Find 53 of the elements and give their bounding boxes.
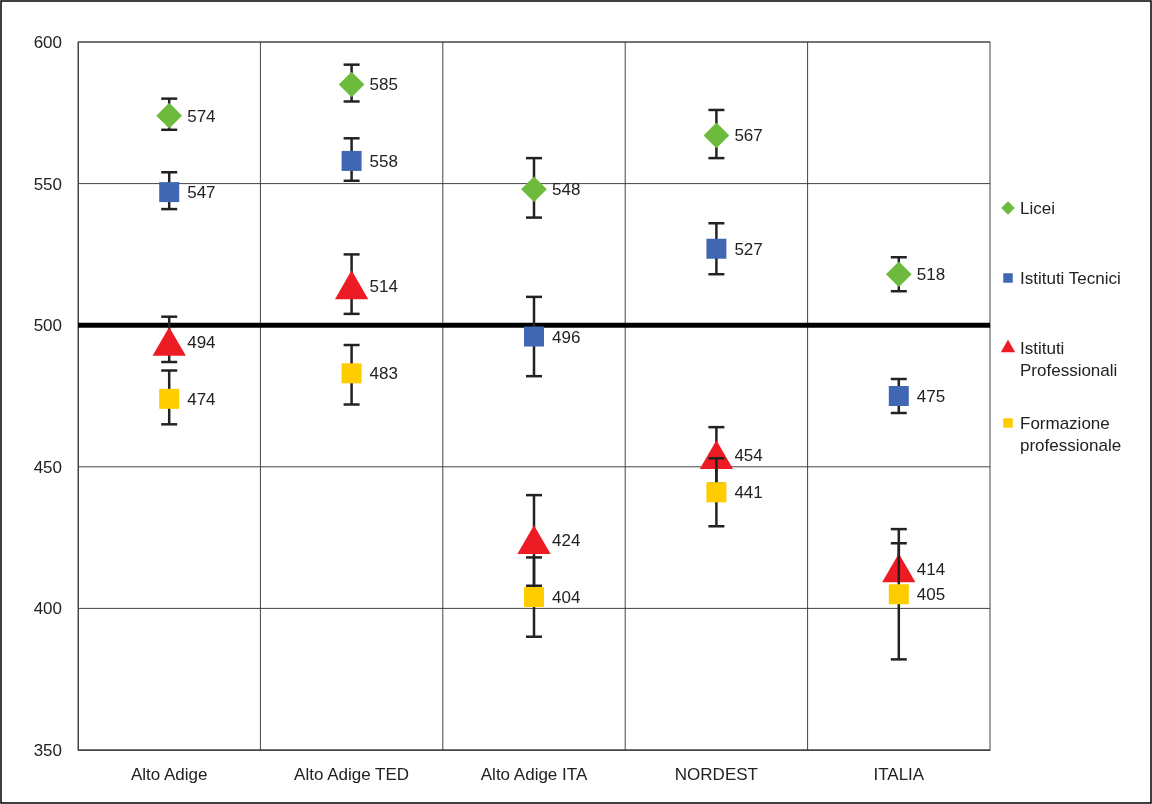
- legend-label: Istituti Tecnici: [1020, 269, 1121, 288]
- point: [524, 326, 544, 347]
- point: [706, 238, 727, 259]
- legend-label: Licei: [1020, 199, 1055, 218]
- data-label: 574: [187, 106, 216, 126]
- y-tick-label: 450: [33, 457, 62, 477]
- y-tick-label: 350: [33, 740, 62, 760]
- data-label: 496: [552, 327, 581, 347]
- x-tick-label: Alto Adige: [130, 765, 208, 785]
- data-label: 414: [916, 559, 946, 579]
- point: [334, 270, 369, 300]
- point: [159, 388, 180, 409]
- point: [341, 363, 362, 384]
- x-tick-label: NORDEST: [674, 765, 758, 785]
- legend-label: Istituti Professionali: [1020, 339, 1118, 380]
- data-label: 527: [734, 239, 763, 259]
- data-label: 424: [552, 531, 581, 551]
- data-label: 585: [369, 75, 398, 95]
- point: [888, 386, 909, 406]
- legend-label: Formazione professionale: [1020, 414, 1122, 455]
- data-label: 567: [734, 126, 763, 146]
- point: [156, 102, 183, 129]
- data-label: 547: [187, 183, 216, 203]
- x-tick-label: Alto Adige TED: [294, 765, 410, 785]
- y-tick-label: 600: [33, 32, 62, 52]
- data-label: 483: [369, 364, 398, 384]
- point: [706, 482, 727, 503]
- x-tick-label: ITALIA: [873, 765, 925, 785]
- y-tick-label: 550: [33, 174, 62, 194]
- y-tick-label: 400: [33, 599, 62, 619]
- point: [341, 150, 362, 171]
- data-label: 518: [916, 265, 946, 285]
- data-label: 474: [187, 389, 216, 409]
- point: [703, 122, 730, 149]
- data-label: 404: [552, 588, 581, 608]
- data-label: 405: [916, 585, 946, 605]
- y-tick-label: 500: [33, 316, 62, 336]
- point: [524, 587, 544, 608]
- data-label: 548: [552, 180, 581, 200]
- data-label: 475: [916, 387, 946, 406]
- x-tick-label: Alto Adige ITA: [480, 765, 588, 785]
- data-label: 558: [369, 151, 398, 171]
- data-label: 454: [734, 446, 763, 466]
- data-label: 441: [734, 483, 763, 503]
- point: [152, 326, 186, 356]
- data-label: 494: [187, 333, 216, 353]
- point: [517, 525, 551, 555]
- point: [338, 71, 365, 98]
- point: [159, 182, 180, 203]
- point: [885, 261, 912, 288]
- data-label: 514: [369, 276, 398, 296]
- point: [888, 584, 909, 605]
- point: [521, 176, 547, 203]
